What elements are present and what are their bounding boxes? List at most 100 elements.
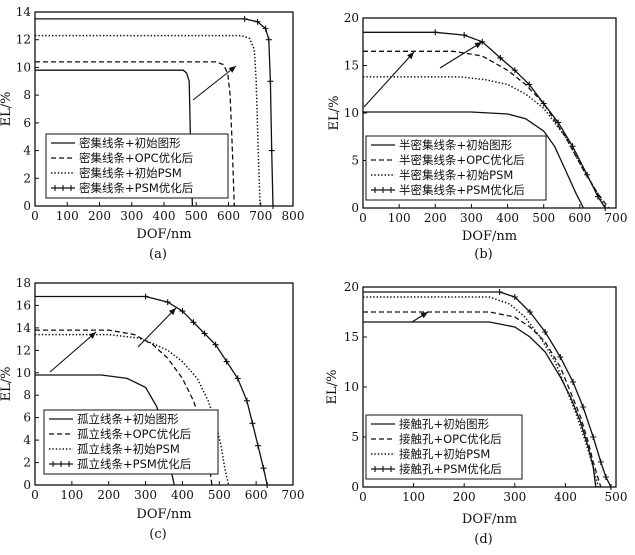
legend: 半密集线条+初始图形半密集线条+OPC优化后半密集线条+初始PSM半密集线条+P… [365, 135, 547, 201]
y-tick-label: 14 [16, 321, 32, 335]
x-tick-label: 800 [282, 209, 305, 223]
legend-label: 密集线条+PSM优化后 [79, 181, 193, 195]
chart-panel-2: 0 100 200 300 400 500 600 700 0 5 10 15 20 DOF/nm EL/%… [327, 11, 627, 262]
series-line-2 [35, 61, 235, 207]
series-marker [260, 465, 267, 472]
annotation-arrow [439, 41, 483, 69]
series-marker [569, 379, 576, 385]
y-tick-label: 0 [23, 199, 31, 213]
series-marker [264, 482, 271, 488]
annotation-arrowhead [420, 312, 428, 319]
x-tick-label: 100 [56, 209, 79, 223]
y-tick-label: 8 [23, 388, 31, 402]
x-tick-label: 700 [605, 211, 628, 225]
series-marker [234, 375, 241, 382]
series-marker [555, 119, 562, 126]
y-tick-label: 4 [23, 144, 31, 158]
x-tick-label: 700 [282, 488, 305, 502]
y-tick-label: 4 [23, 433, 31, 447]
y-tick-label: 0 [351, 480, 359, 494]
x-tick-label: 200 [424, 211, 447, 225]
x-tick-label: 400 [496, 211, 519, 225]
series-line-2 [363, 311, 602, 488]
series-marker [262, 25, 269, 32]
y-tick-label: 12 [16, 343, 31, 357]
x-axis-label: DOF/nm [136, 507, 191, 522]
x-tick-label: 400 [153, 209, 176, 223]
series-marker [497, 54, 504, 61]
series-marker [590, 434, 597, 440]
legend-label: 半密集线条+PSM优化后 [399, 183, 525, 197]
x-tick-label: 700 [249, 209, 272, 223]
y-tick-label: 10 [344, 380, 359, 394]
legend-marker [66, 461, 72, 467]
x-tick-label: 500 [605, 490, 628, 504]
legend-box [365, 414, 523, 480]
legend-marker [58, 461, 64, 467]
series-line-1 [363, 111, 585, 209]
x-tick-label: 0 [31, 209, 39, 223]
legend-marker [52, 185, 58, 191]
y-tick-label: 0 [23, 478, 31, 492]
annotation-arrow [192, 65, 237, 101]
legend-label: 密集线条+初始图形 [79, 136, 181, 150]
series-marker [243, 397, 250, 404]
chart-panel-1: 0 100 200 300 400 500 600 700 800 0 2 4 6 8 10 12 14 DOF/… [0, 5, 304, 262]
series-marker [223, 358, 230, 365]
panel-label: (d) [474, 532, 492, 547]
y-tick-label: 8 [23, 88, 31, 102]
series-marker [542, 329, 549, 335]
x-tick-label: 300 [120, 209, 143, 223]
plot-frame [34, 282, 294, 486]
legend-marker [68, 185, 74, 191]
legend-marker [50, 461, 56, 467]
series-marker [496, 289, 503, 295]
series-marker [432, 29, 439, 36]
x-tick-label: 600 [568, 211, 591, 225]
series-marker [597, 459, 604, 465]
series-marker [479, 38, 486, 45]
y-tick-label: 20 [344, 280, 359, 294]
series-marker [557, 354, 564, 360]
annotation-arrowhead [88, 332, 96, 339]
series-marker [265, 36, 272, 43]
x-tick-label: 600 [217, 209, 240, 223]
y-tick-label: 10 [16, 366, 31, 380]
annotation-arrowhead [168, 308, 176, 316]
series-marker [254, 442, 261, 449]
series-marker [461, 32, 468, 39]
x-tick-label: 300 [460, 211, 483, 225]
legend-box [365, 135, 547, 201]
series-marker [249, 420, 256, 427]
annotation-arrow [363, 51, 415, 108]
legend: 孤立线条+初始图形孤立线条+OPC优化后孤立线条+初始PSM孤立线条+PSM优化… [43, 409, 219, 475]
legend-marker [372, 187, 378, 193]
y-tick-label: 6 [23, 116, 31, 130]
y-tick-label: 10 [344, 106, 359, 120]
y-axis-label: EL/% [325, 370, 340, 405]
x-tick-label: 200 [453, 490, 476, 504]
chart-panel-4: 0 100 200 300 400 500 0 5 10 15 20 DOF/nm EL/% (d) 接触孔… [325, 280, 627, 547]
y-axis-label: EL/% [327, 96, 342, 131]
y-tick-label: 0 [351, 201, 359, 215]
x-tick-label: 100 [60, 488, 83, 502]
y-tick-label: 15 [344, 59, 359, 73]
series-line-3 [363, 296, 600, 488]
x-tick-label: 200 [88, 209, 111, 223]
series-marker [164, 299, 171, 306]
legend-marker [388, 466, 394, 472]
legend-label: 密集线条+初始PSM [79, 166, 182, 180]
x-tick-label: 0 [359, 211, 367, 225]
y-tick-label: 12 [16, 33, 31, 47]
y-tick-label: 2 [23, 456, 31, 470]
legend-marker [372, 466, 378, 472]
y-tick-label: 5 [351, 430, 359, 444]
legend-label: 孤立线条+初始PSM [77, 442, 180, 456]
x-tick-label: 300 [503, 490, 526, 504]
series-marker [241, 15, 248, 22]
series-marker [540, 100, 547, 107]
legend-label: 半密集线条+OPC优化后 [399, 153, 525, 167]
series-line-4 [35, 295, 268, 486]
x-axis-label: DOF/nm [462, 512, 517, 527]
